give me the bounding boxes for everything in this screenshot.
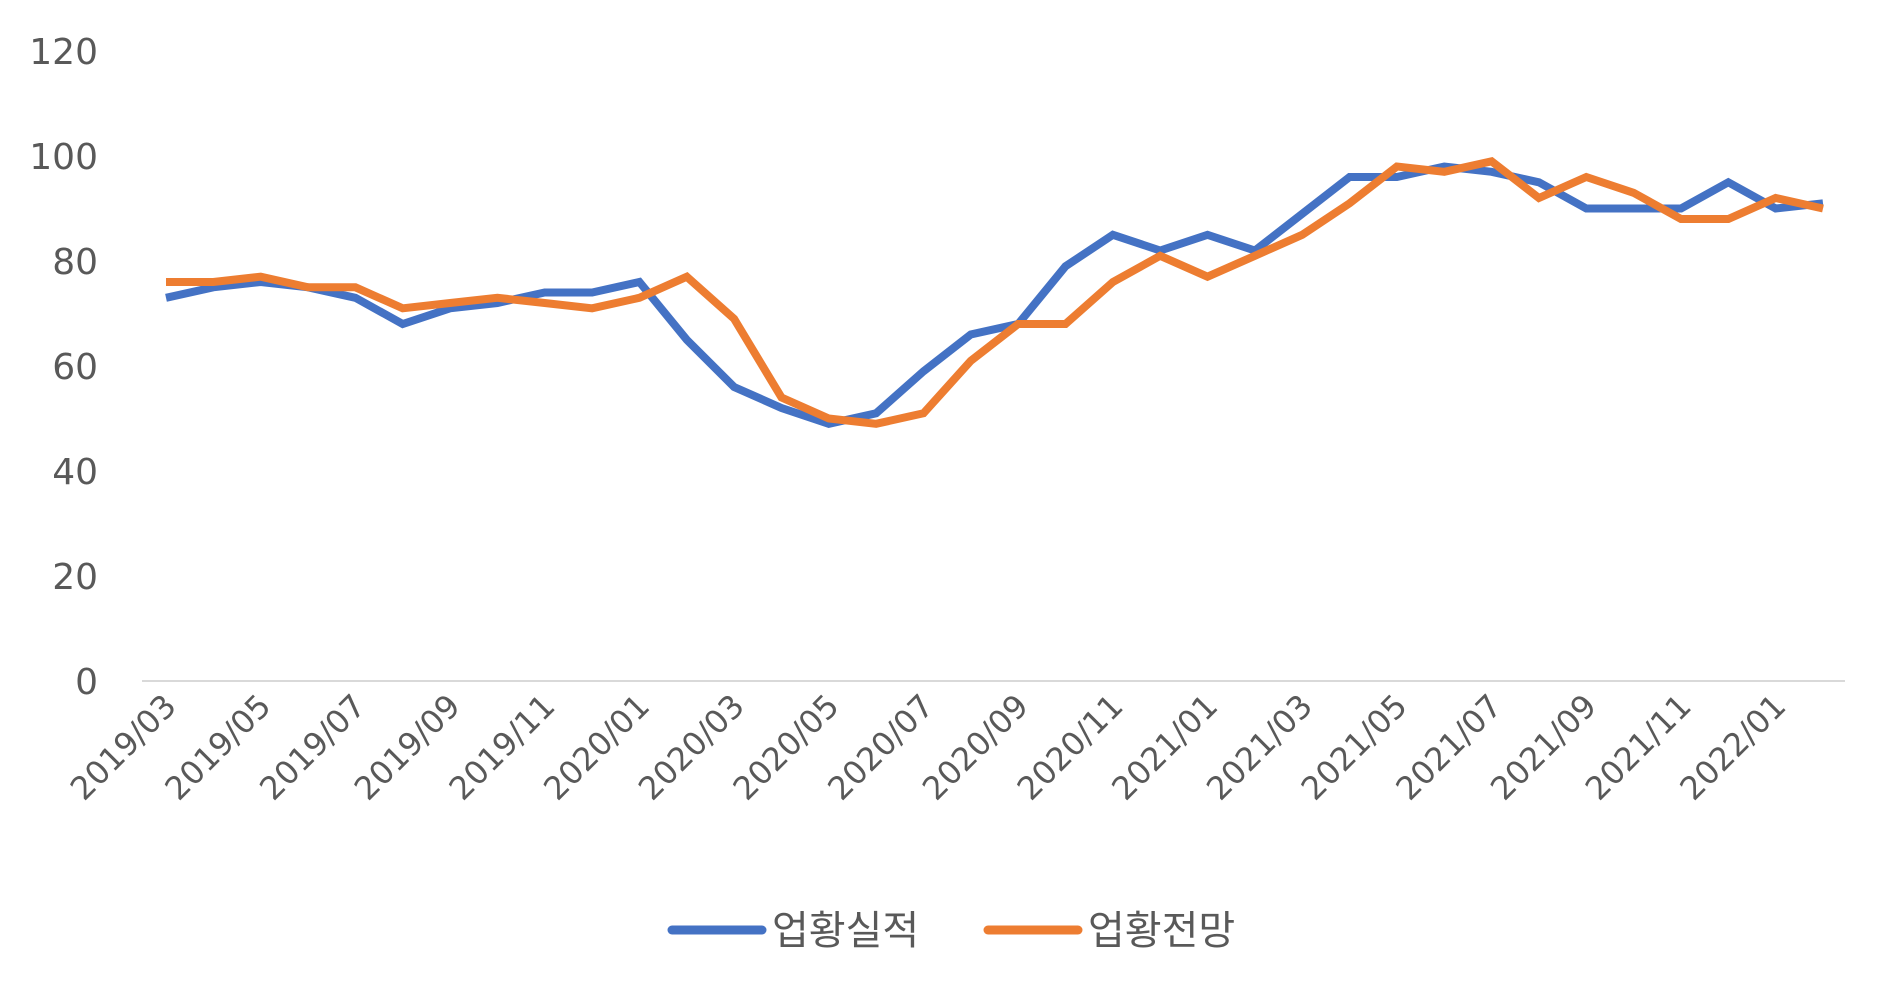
x-tick-label: 2022/01 xyxy=(1672,687,1793,808)
y-tick-label: 60 xyxy=(52,347,98,388)
y-tick-label: 20 xyxy=(52,557,98,598)
series-line-1 xyxy=(166,167,1823,424)
series-lines xyxy=(166,161,1823,424)
y-axis-ticks: 0 20 40 60 80 100 120 xyxy=(29,32,98,703)
y-tick-label: 0 xyxy=(75,662,98,703)
legend-label: 업황실적 xyxy=(772,908,919,954)
y-tick-label: 100 xyxy=(29,137,98,178)
legend-label: 업황전망 xyxy=(1088,908,1235,954)
y-tick-label: 80 xyxy=(52,242,98,283)
y-tick-label: 40 xyxy=(52,452,98,493)
legend: 업황실적 업황전망 xyxy=(672,908,1235,954)
y-tick-label: 120 xyxy=(29,32,98,73)
x-axis-ticks: 2019/032019/052019/072019/092019/112020/… xyxy=(63,687,1794,808)
